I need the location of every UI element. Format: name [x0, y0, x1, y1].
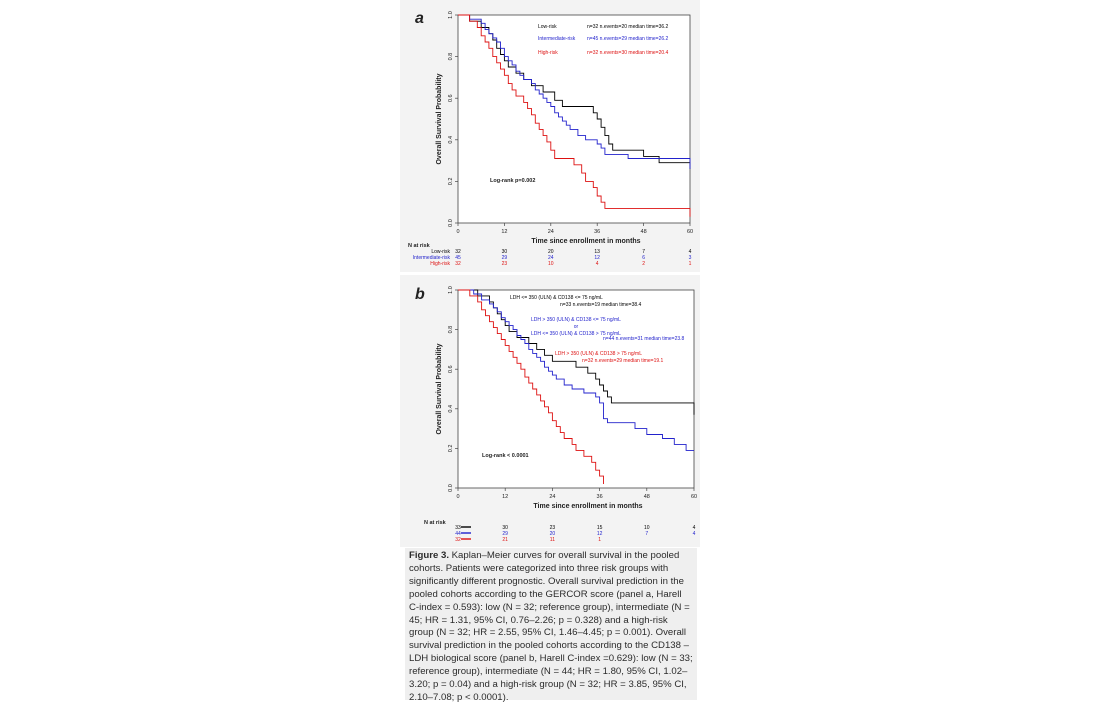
x-tick-label: 24	[548, 229, 554, 235]
survival-curve-series-1	[458, 14, 691, 169]
legend-stats: n=45 n.events=29 median time=26.2	[587, 36, 669, 42]
risk-table-count: 4	[689, 249, 692, 255]
figure-caption: Figure 3. Kaplan–Meier curves for overal…	[405, 548, 697, 703]
x-tick-label: 60	[691, 494, 697, 500]
legend-name: Intermediate-risk	[538, 36, 576, 42]
risk-table-count: 7	[645, 531, 648, 537]
risk-table-row-name: Intermediate-risk	[413, 255, 451, 261]
legend-stats: n=32 n.events=29 median time=19.1	[582, 358, 664, 364]
risk-table-count: 12	[597, 531, 603, 537]
risk-table-count: 24	[548, 255, 554, 261]
legend-name: LDH <= 350 (ULN) & CD138 > 75 ng/mL	[531, 331, 621, 337]
risk-table-count: 1	[598, 537, 601, 543]
risk-table-count: 29	[502, 531, 508, 537]
risk-table-count: 32	[455, 249, 461, 255]
risk-table-count: 10	[548, 261, 554, 267]
y-tick-label: 0.0	[448, 484, 454, 492]
legend-stats: n=33 n.events=19 median time=38.4	[560, 302, 642, 308]
x-tick-label: 12	[502, 494, 508, 500]
risk-table-title: N at risk	[424, 520, 447, 526]
y-axis-label: Overall Survival Probability	[436, 343, 443, 434]
x-tick-label: 48	[644, 494, 650, 500]
y-tick-label: 0.2	[448, 445, 454, 453]
x-tick-label: 12	[501, 229, 507, 235]
risk-table-count: 32	[455, 261, 461, 267]
x-tick-label: 36	[594, 229, 600, 235]
legend-name: LDH <= 350 (ULN) & CD138 <= 75 ng/mL	[510, 295, 603, 301]
risk-table-count: 15	[597, 525, 603, 531]
risk-table-count: 2	[642, 261, 645, 267]
panel-label: a	[415, 10, 424, 27]
x-tick-label: 24	[549, 494, 555, 500]
legend-name: High-risk	[538, 50, 558, 56]
y-tick-label: 0.8	[448, 53, 454, 61]
risk-table-count: 3	[689, 255, 692, 261]
legend-stats: n=32 n.events=20 median time=36.2	[587, 24, 669, 30]
legend-stats: n=32 n.events=30 median time=20.4	[587, 50, 669, 56]
x-tick-label: 0	[456, 494, 459, 500]
panel-label: b	[415, 286, 425, 303]
legend-name: or	[574, 324, 579, 330]
legend-name: LDH > 350 (ULN) & CD138 > 75 ng/mL	[555, 351, 642, 357]
risk-table-count: 4	[693, 531, 696, 537]
risk-table-count: 20	[550, 531, 556, 537]
survival-curve-series-3	[458, 289, 604, 484]
log-rank-annotation: Log-rank < 0.0001	[482, 453, 529, 459]
risk-table-count: 7	[642, 249, 645, 255]
km-chart-panel-b: b 0.0 0.2 0.4 0.6 0.8 1.0 0 12 24 36 48 60 Time since…	[400, 275, 700, 547]
risk-table-count: 4	[596, 261, 599, 267]
x-tick-label: 48	[641, 229, 647, 235]
risk-table-count: 6	[642, 255, 645, 261]
y-tick-label: 1.0	[448, 11, 454, 19]
risk-table-count: 45	[455, 255, 461, 261]
risk-table-title: N at risk	[408, 243, 431, 249]
survival-curve-series-2	[458, 289, 694, 451]
survival-curve-series-3	[458, 14, 691, 217]
risk-table-count: 10	[644, 525, 650, 531]
risk-table-count: 4	[693, 525, 696, 531]
risk-table-count: 23	[502, 261, 508, 267]
risk-table-count: 30	[502, 249, 508, 255]
x-tick-label: 36	[597, 494, 603, 500]
survival-curve-series-2	[458, 14, 691, 169]
x-axis-label: Time since enrollment in months	[533, 503, 642, 510]
risk-table-count: 12	[594, 255, 600, 261]
y-axis-label: Overall Survival Probability	[436, 73, 443, 164]
legend-name: Low-risk	[538, 24, 557, 30]
risk-table-count: 44	[455, 531, 461, 537]
risk-table-row-name: High-risk	[430, 261, 450, 267]
risk-table-count: 1	[689, 261, 692, 267]
risk-table-count: 32	[455, 537, 461, 543]
y-tick-label: 1.0	[448, 286, 454, 294]
legend-stats: n=44 n.events=31 median time=23.8	[603, 336, 685, 342]
caption-title: Figure 3.	[409, 550, 449, 561]
x-axis-label: Time since enrollment in months	[531, 238, 640, 245]
y-tick-label: 0.6	[448, 365, 454, 373]
risk-table-count: 20	[548, 249, 554, 255]
risk-table-count: 30	[502, 525, 508, 531]
risk-table-count: 29	[502, 255, 508, 261]
y-tick-label: 0.0	[448, 219, 454, 227]
x-tick-label: 60	[687, 229, 693, 235]
y-tick-label: 0.6	[448, 94, 454, 102]
plot-frame	[457, 14, 691, 224]
y-tick-label: 0.4	[448, 136, 454, 144]
risk-table-count: 21	[502, 537, 508, 543]
risk-table-count: 11	[550, 537, 555, 543]
caption-body: Kaplan–Meier curves for overall survival…	[409, 550, 693, 703]
risk-table-row-name: Low-risk	[431, 249, 450, 255]
y-tick-label: 0.2	[448, 178, 454, 186]
log-rank-annotation: Log-rank p=0.002	[490, 178, 535, 184]
legend-name: LDH > 350 (ULN) & CD138 <= 75 ng/mL	[531, 317, 621, 323]
y-tick-label: 0.4	[448, 405, 454, 413]
y-tick-label: 0.8	[448, 326, 454, 334]
risk-table-count: 23	[550, 525, 556, 531]
x-tick-label: 0	[456, 229, 459, 235]
risk-table-count: 13	[594, 249, 600, 255]
risk-table-count: 33	[455, 525, 461, 531]
